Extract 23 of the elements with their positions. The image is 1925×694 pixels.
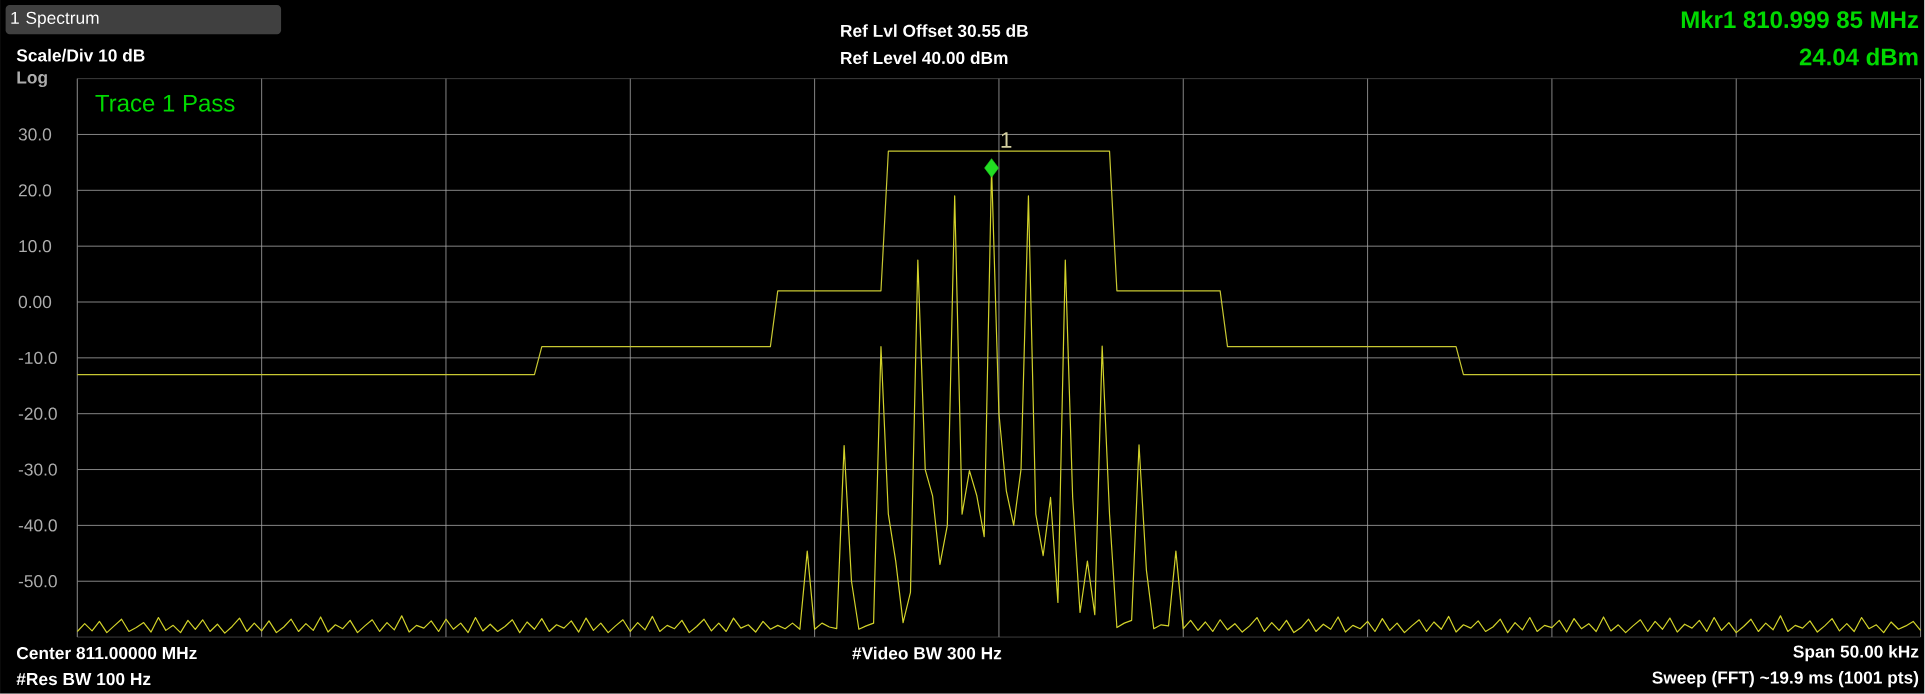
text: Sweep (FFT) ~19.9 ms (1001 pts) [1652, 671, 1919, 688]
y-tick-label: 20.0 [18, 184, 52, 197]
text: Ref Lvl Offset 30.55 dB [841, 24, 1028, 38]
y-tick-label: -40.0 [18, 519, 57, 532]
annotation: 1 [1001, 132, 1012, 148]
text: Mkr1 810.999 85 MHz [1681, 10, 1919, 29]
text: Span 50.00 kHz [1793, 645, 1919, 662]
text: Ref Level 40.00 dBm [841, 51, 1008, 65]
y-tick-label: -50.0 [18, 575, 57, 588]
text: Center 811.00000 MHz [16, 647, 197, 660]
y-tick-label: -10.0 [18, 351, 57, 365]
y-tick-label: 0.00 [18, 296, 52, 309]
text: 24.04 dBm [1799, 47, 1918, 66]
y-tick-label: 10.0 [19, 240, 52, 253]
y-tick-label: -30.0 [18, 463, 57, 476]
text: #Res BW 100 Hz [16, 673, 151, 686]
text: Scale/Div 10 dB [16, 48, 145, 62]
text: #Video BW 300 Hz [852, 646, 1002, 660]
y-tick-label: 30.0 [18, 128, 52, 141]
annotation: Trace 1 Pass [95, 95, 235, 112]
y-tick-label: -20.0 [18, 407, 57, 420]
chart-title: 1 Spectrum [11, 11, 99, 28]
text: Log [17, 71, 47, 88]
